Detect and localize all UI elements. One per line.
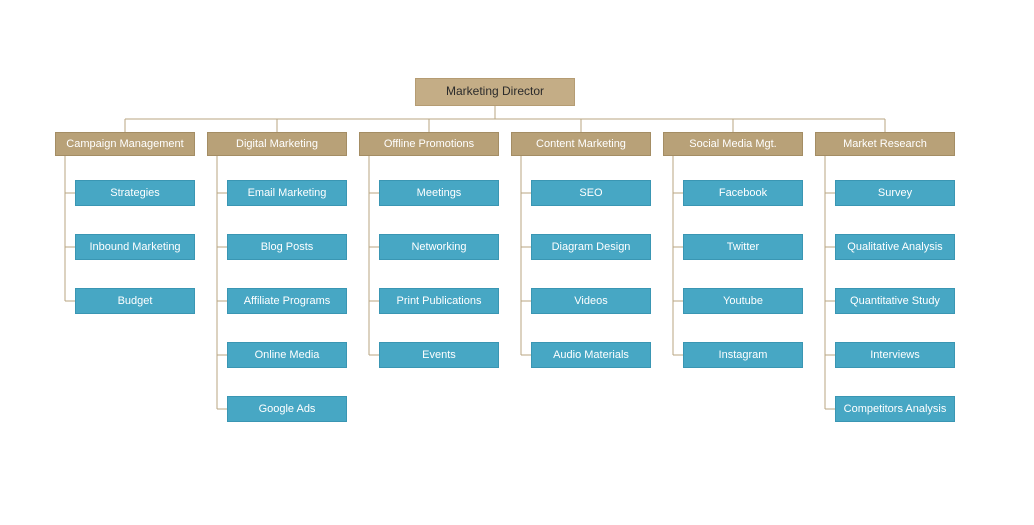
leaf-node: Email Marketing [227,180,347,206]
leaf-label: Blog Posts [261,241,314,253]
leaf-node: Budget [75,288,195,314]
leaf-node: Google Ads [227,396,347,422]
leaf-node: Meetings [379,180,499,206]
dept-node: Content Marketing [511,132,651,156]
leaf-label: Youtube [723,295,763,307]
leaf-node: Diagram Design [531,234,651,260]
leaf-label: Affiliate Programs [244,295,331,307]
leaf-label: Inbound Marketing [89,241,180,253]
leaf-label: Diagram Design [552,241,631,253]
leaf-node: SEO [531,180,651,206]
leaf-label: Competitors Analysis [844,403,947,415]
dept-label: Market Research [843,138,927,150]
leaf-node: Competitors Analysis [835,396,955,422]
leaf-node: Twitter [683,234,803,260]
dept-label: Social Media Mgt. [689,138,776,150]
leaf-node: Audio Materials [531,342,651,368]
leaf-label: Strategies [110,187,160,199]
leaf-label: Twitter [727,241,759,253]
leaf-node: Print Publications [379,288,499,314]
leaf-label: Budget [118,295,153,307]
leaf-label: Email Marketing [248,187,327,199]
leaf-node: Networking [379,234,499,260]
leaf-label: Google Ads [259,403,316,415]
root-label: Marketing Director [446,85,544,98]
leaf-node: Facebook [683,180,803,206]
leaf-label: Meetings [417,187,462,199]
leaf-label: Print Publications [397,295,482,307]
leaf-label: Instagram [719,349,768,361]
leaf-label: Facebook [719,187,767,199]
leaf-node: Instagram [683,342,803,368]
leaf-label: Online Media [255,349,320,361]
dept-node: Market Research [815,132,955,156]
leaf-label: Events [422,349,456,361]
leaf-node: Strategies [75,180,195,206]
leaf-node: Blog Posts [227,234,347,260]
leaf-node: Quantitative Study [835,288,955,314]
dept-node: Campaign Management [55,132,195,156]
dept-node: Digital Marketing [207,132,347,156]
dept-label: Content Marketing [536,138,626,150]
dept-node: Social Media Mgt. [663,132,803,156]
leaf-node: Youtube [683,288,803,314]
leaf-label: Networking [411,241,466,253]
leaf-label: SEO [579,187,602,199]
leaf-node: Survey [835,180,955,206]
leaf-label: Videos [574,295,607,307]
leaf-node: Interviews [835,342,955,368]
root-node: Marketing Director [415,78,575,106]
dept-label: Digital Marketing [236,138,318,150]
org-chart: Marketing Director Campaign Management St… [0,0,1034,525]
leaf-node: Qualitative Analysis [835,234,955,260]
dept-label: Campaign Management [66,138,183,150]
leaf-node: Online Media [227,342,347,368]
leaf-node: Affiliate Programs [227,288,347,314]
leaf-label: Interviews [870,349,920,361]
leaf-label: Qualitative Analysis [847,241,942,253]
leaf-label: Audio Materials [553,349,629,361]
leaf-node: Videos [531,288,651,314]
leaf-label: Survey [878,187,912,199]
leaf-node: Inbound Marketing [75,234,195,260]
dept-label: Offline Promotions [384,138,474,150]
dept-node: Offline Promotions [359,132,499,156]
leaf-node: Events [379,342,499,368]
leaf-label: Quantitative Study [850,295,940,307]
